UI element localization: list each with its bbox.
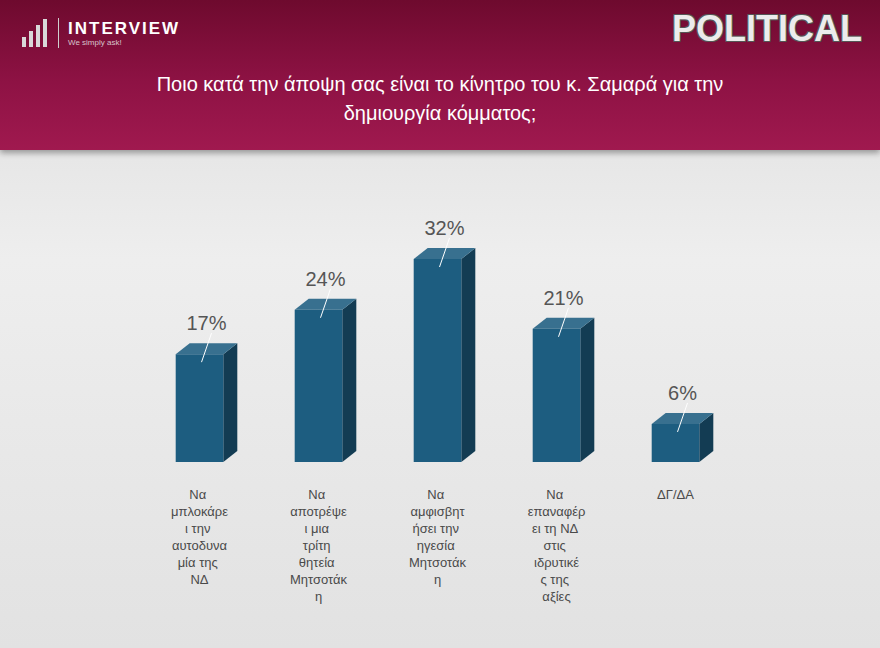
svg-text:ιδρυτικέ: ιδρυτικέ (534, 555, 579, 570)
svg-text:αποτρέψε: αποτρέψε (290, 504, 347, 519)
svg-text:ηγεσία: ηγεσία (417, 538, 459, 553)
svg-text:η: η (315, 589, 322, 604)
svg-text:Να: Να (427, 487, 448, 502)
svg-text:αξίες: αξίες (542, 589, 570, 604)
svg-text:Μητσοτάκ: Μητσοτάκ (409, 555, 467, 570)
html-text:INTERVIEW: INTERVIEW (68, 18, 181, 38)
svg-text:Να: Να (189, 487, 210, 502)
svg-text:ήσει την: ήσει την (412, 521, 462, 536)
svg-text:επαναφέρ: επαναφέρ (528, 504, 586, 519)
svg-text:ι την: ι την (185, 521, 214, 536)
svg-text:ει τη ΝΔ: ει τη ΝΔ (532, 521, 581, 536)
svg-text:αυτοδυνα: αυτοδυνα (172, 538, 228, 553)
svg-text:μπλοκάρε: μπλοκάρε (171, 504, 228, 519)
svg-text:αμφισβητ: αμφισβητ (410, 504, 465, 519)
html-text:Ποιο κατά την άποψη σας είναι: Ποιο κατά την άποψη σας είναι το κίνητρο… (156, 73, 724, 124)
svg-text:6%: 6% (668, 382, 697, 404)
svg-text:τρίτη: τρίτη (303, 538, 334, 553)
svg-text:στις: στις (544, 538, 570, 553)
svg-text:21%: 21% (543, 287, 583, 309)
svg-text:ΔΓ/ΔΑ: ΔΓ/ΔΑ (657, 487, 694, 502)
svg-text:ΝΔ: ΝΔ (190, 572, 208, 587)
svg-text:θητεία: θητεία (299, 555, 338, 570)
svg-text:17%: 17% (186, 312, 226, 334)
svg-text:Να: Να (546, 487, 567, 502)
html-text:We simply ask!: We simply ask! (68, 37, 122, 47)
svg-text:24%: 24% (305, 268, 345, 290)
svg-text:Να: Να (308, 487, 329, 502)
svg-text:ς της: ς της (540, 572, 572, 587)
svg-text:ι μια: ι μια (304, 521, 332, 536)
svg-text:Μητσοτάκ: Μητσοτάκ (290, 572, 348, 587)
svg-text:μία της: μία της (178, 555, 222, 570)
svg-text:32%: 32% (424, 217, 464, 239)
svg-text:η: η (434, 572, 441, 587)
html-text:POLITICAL: POLITICAL (672, 8, 862, 49)
